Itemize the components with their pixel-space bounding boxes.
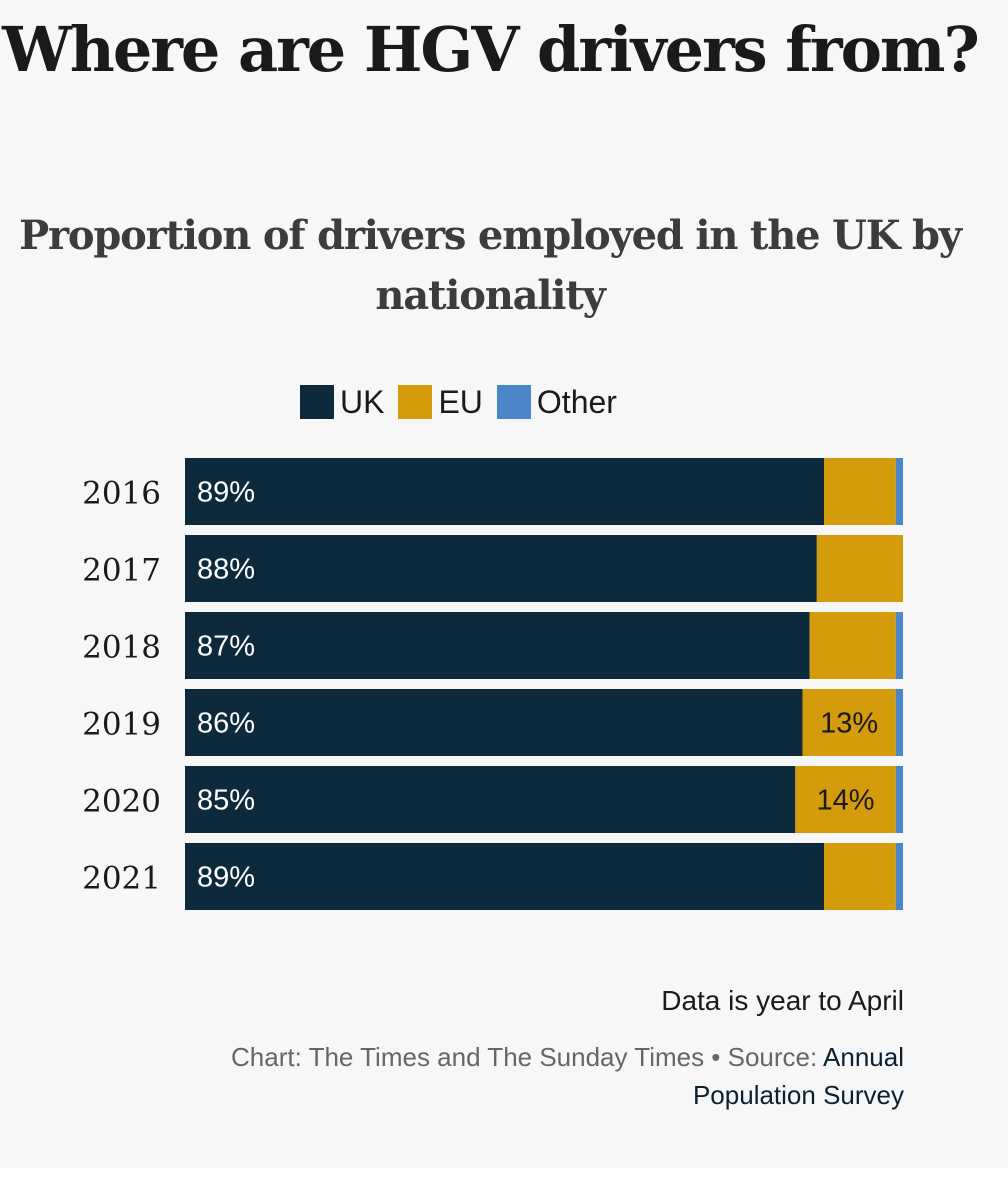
bar-2016-eu [824, 458, 896, 525]
bar-2021-other [895, 843, 903, 910]
category-label-2016: 2016 [82, 476, 161, 512]
bar-2017-eu [816, 535, 903, 602]
legend-item-eu: EU [398, 383, 483, 421]
data-label-2018-uk: 87% [197, 631, 255, 663]
legend-swatch-other [496, 385, 531, 419]
legend-label-eu: EU [438, 383, 483, 420]
bar-2017-uk [185, 535, 817, 602]
chart-subtitle: Proportion of drivers employed in the UK… [19, 212, 962, 319]
source-link[interactable]: Annual Population Survey [692, 1042, 904, 1110]
chart-credit: Chart: The Times and The Sunday Times • … [124, 1038, 904, 1114]
data-label-2021-uk: 89% [197, 862, 255, 894]
bar-2019-other [895, 689, 903, 756]
bar-2020-other [895, 766, 903, 833]
legend: UK EU Other [300, 382, 631, 422]
category-label-2018: 2018 [82, 630, 161, 666]
chart-title: Where are HGV drivers from? [2, 13, 980, 86]
bar-2016-uk [185, 458, 825, 525]
legend-item-uk: UK [300, 384, 384, 421]
legend-label-uk: UK [340, 383, 385, 420]
data-note: Data is year to April [661, 985, 904, 1016]
data-label-2019-uk: 86% [197, 708, 255, 740]
bar-2020-uk [185, 766, 796, 833]
bar-2019-uk [185, 689, 803, 756]
stacked-bar-chart: 2016 2017 2018 2019 2020 2021 89% 88% 87% 86% 13% 8… [82, 458, 903, 910]
bar-2021-uk [185, 843, 825, 910]
legend-swatch-uk [300, 385, 334, 419]
category-label-2019: 2019 [82, 707, 161, 743]
legend-swatch-eu [398, 385, 433, 419]
bar-2018-eu [809, 612, 896, 679]
data-label-2016-uk: 89% [197, 477, 255, 509]
bar-2016-other [895, 458, 903, 525]
bar-2018-other [895, 612, 903, 679]
legend-item-other: Other [496, 383, 617, 421]
category-label-2020: 2020 [82, 784, 161, 820]
data-label-2020-uk: 85% [197, 785, 255, 817]
bar-2018-uk [185, 612, 810, 679]
data-label-2017-uk: 88% [197, 554, 255, 586]
data-label-2019-eu: 13% [820, 708, 878, 740]
bar-2019-eu [802, 689, 896, 756]
legend-label-other: Other [536, 383, 617, 420]
bar-2020-eu [795, 766, 896, 833]
bar-2021-eu [824, 843, 896, 910]
category-label-2017: 2017 [82, 553, 161, 589]
data-label-2020-eu: 14% [817, 785, 875, 817]
credit-text: Chart: The Times and The Sunday Times • … [231, 1042, 824, 1072]
category-label-2021: 2021 [82, 861, 161, 897]
